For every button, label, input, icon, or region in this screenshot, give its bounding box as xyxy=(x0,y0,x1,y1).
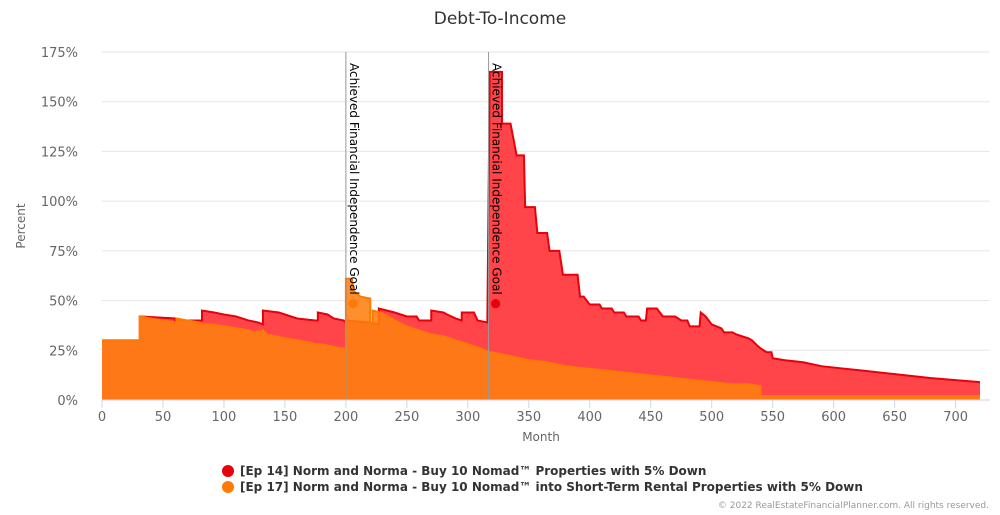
x-tick-label: 700 xyxy=(943,410,968,425)
x-tick-label: 100 xyxy=(212,410,237,425)
y-axis: 0% 25% 50% 75% 100% 125% 150% 175% xyxy=(41,46,78,409)
series-line-ep14 xyxy=(102,70,981,384)
x-axis: 0 50 100 150 200 250 300 350 400 450 500 550 600 650 7… xyxy=(98,399,990,425)
x-tick-label: 0 xyxy=(98,410,106,425)
x-tick-label: 200 xyxy=(333,410,358,425)
legend-marker-ep14 xyxy=(222,465,234,477)
legend-item-ep17[interactable]: [Ep 17] Norm and Norma - Buy 10 Nomad™ i… xyxy=(222,479,863,495)
x-tick-label: 250 xyxy=(394,410,419,425)
x-tick-label: 600 xyxy=(821,410,846,425)
x-tick-label: 550 xyxy=(760,410,785,425)
x-tick-label: 300 xyxy=(455,410,480,425)
x-tick-label: 500 xyxy=(699,410,724,425)
x-tick-label: 450 xyxy=(638,410,663,425)
series-line-ep17 xyxy=(102,277,980,398)
y-axis-title: Percent xyxy=(14,203,28,248)
y-tick-label: 175% xyxy=(41,46,78,61)
x-axis-title: Month xyxy=(522,430,560,444)
chart-title: Debt-To-Income xyxy=(434,9,566,29)
series-area-ep14 xyxy=(102,71,980,400)
y-tick-label: 25% xyxy=(49,344,78,359)
x-tick-label: 650 xyxy=(882,410,907,425)
x-tick-label: 50 xyxy=(155,410,172,425)
y-tick-label: 75% xyxy=(49,245,78,260)
x-tick-label: 400 xyxy=(577,410,602,425)
y-tick-label: 125% xyxy=(41,145,78,160)
legend-label-ep14: [Ep 14] Norm and Norma - Buy 10 Nomad™ P… xyxy=(240,464,707,478)
legend: [Ep 14] Norm and Norma - Buy 10 Nomad™ P… xyxy=(222,463,863,495)
copyright-credit: © 2022 RealEstateFinancialPlanner.com. A… xyxy=(717,501,989,511)
plot-line-label-1: Achieved Financial Independence Goal ● xyxy=(347,63,361,309)
legend-marker-ep17 xyxy=(222,481,234,493)
debt-to-income-chart: Debt-To-Income Achieved Financial Indepe… xyxy=(14,9,990,444)
y-tick-label: 50% xyxy=(49,295,78,310)
y-tick-label: 0% xyxy=(57,394,78,409)
series-areas xyxy=(102,70,981,400)
x-tick-label: 350 xyxy=(516,410,541,425)
x-tick-label: 150 xyxy=(273,410,298,425)
legend-label-ep17: [Ep 17] Norm and Norma - Buy 10 Nomad™ i… xyxy=(240,480,863,494)
legend-item-ep14[interactable]: [Ep 14] Norm and Norma - Buy 10 Nomad™ P… xyxy=(222,463,863,479)
y-tick-label: 100% xyxy=(41,195,78,210)
plot-line-label-2: Achieved Financial Independence Goal ● xyxy=(490,63,504,309)
plot-lines: Achieved Financial Independence Goal ● Ac… xyxy=(345,52,504,400)
y-tick-label: 150% xyxy=(41,96,78,111)
series-area-ep17 xyxy=(102,278,980,400)
